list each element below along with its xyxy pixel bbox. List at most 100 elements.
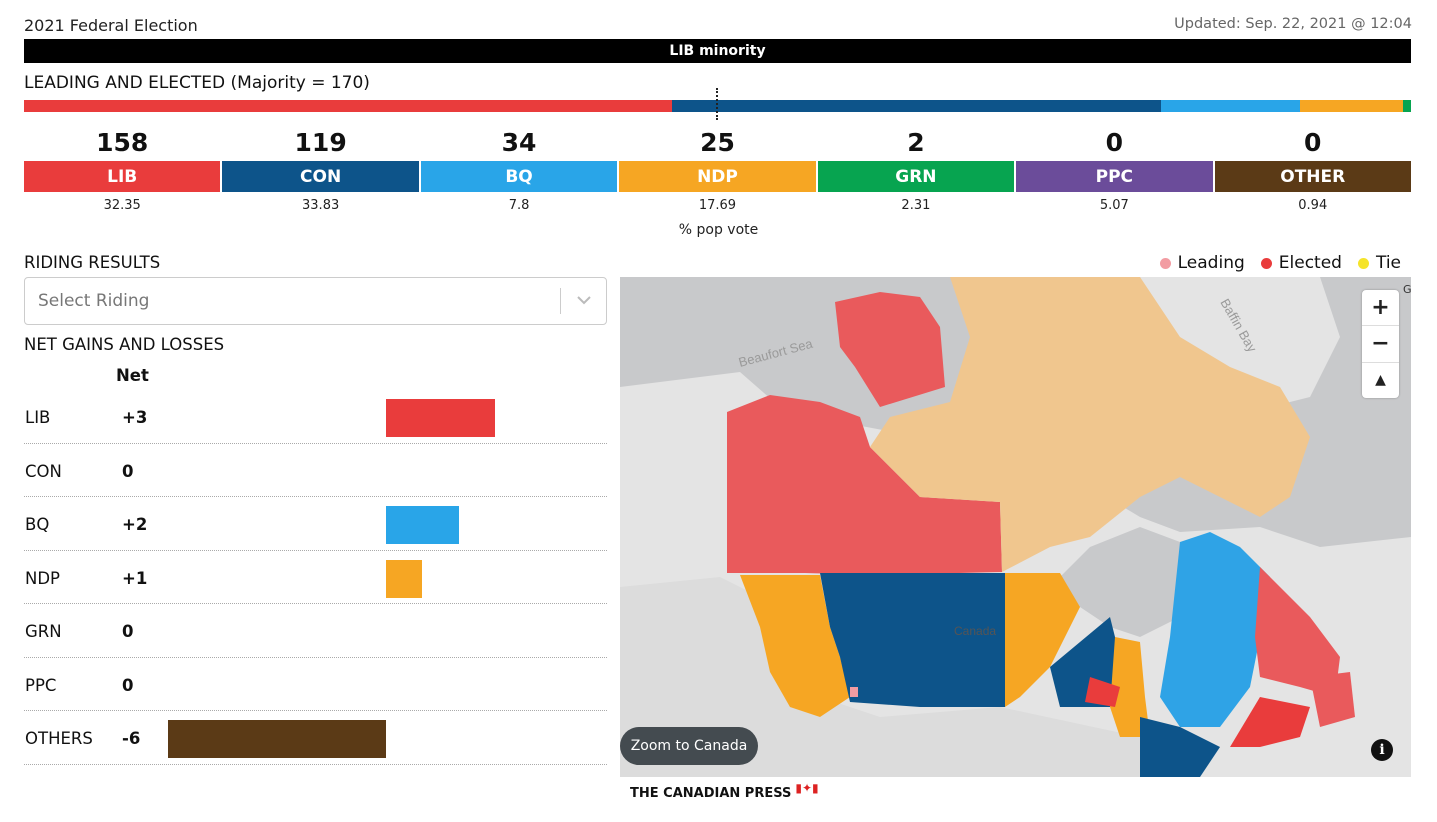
seat-bar: [24, 100, 1411, 112]
net-party-name: BQ: [25, 515, 50, 534]
net-row-lib: LIB +3: [24, 390, 607, 444]
party-label-box: OTHER: [1214, 161, 1411, 192]
region-prairies: [820, 573, 1005, 707]
seat-bar-segment-lib: [24, 100, 673, 112]
party-seat-count: 158: [96, 128, 149, 157]
net-gains-table: LIB +3 CON 0 BQ +2 NDP +1 GRN 0 PPC 0 OTHERS -…: [24, 390, 607, 765]
party-column-grn: 2 GRN 2.31: [817, 128, 1015, 213]
party-column-other: 0 OTHER 0.94: [1214, 128, 1411, 213]
country-label: Canada: [954, 624, 996, 638]
net-row-bq: BQ +2: [24, 497, 607, 551]
map-controls: + − ▲: [1362, 290, 1399, 398]
net-value: +1: [122, 568, 148, 588]
net-party-name: NDP: [25, 568, 60, 588]
party-pop-vote: 33.83: [302, 198, 340, 213]
seat-bar-segment-ndp: [1300, 100, 1403, 112]
legend-label: Elected: [1278, 253, 1342, 273]
map-corner-label: G: [1403, 283, 1412, 296]
legend-item-leading: Leading: [1159, 253, 1245, 273]
leading-elected-label: LEADING AND ELECTED (Majority = 170): [24, 73, 370, 93]
net-value: -6: [122, 729, 141, 748]
majority-marker: [716, 88, 718, 120]
pop-vote-label: % pop vote: [678, 222, 759, 238]
party-label-box: BQ: [420, 161, 618, 192]
party-pop-vote: 0.94: [1298, 198, 1328, 213]
party-seat-count: 2: [907, 128, 925, 157]
party-seat-count: 0: [1304, 128, 1322, 157]
region-maritimes: [1230, 697, 1310, 747]
region-newfoundland: [1310, 672, 1355, 727]
seat-bar-segment-bq: [1160, 100, 1301, 112]
party-pop-vote: 7.8: [508, 198, 530, 213]
press-credit: THE CANADIAN PRESS ▮✦▮: [630, 781, 819, 802]
press-name: THE CANADIAN PRESS: [630, 786, 792, 801]
legend-dot-icon: [1159, 257, 1171, 269]
party-label-box: NDP: [619, 161, 816, 192]
map-canvas[interactable]: Beaufort Sea Baffin Bay Canada: [620, 277, 1411, 777]
party-column-con: 119 CON 33.83: [222, 128, 419, 213]
net-party-name: PPC: [25, 675, 57, 695]
party-column-ppc: 0 PPC 5.07: [1016, 128, 1213, 213]
zoom-to-canada-button[interactable]: Zoom to Canada: [620, 727, 758, 765]
seat-bar-segment-con: [672, 100, 1161, 112]
region-manitoba: [1005, 573, 1080, 707]
net-row-others: OTHERS -6: [24, 711, 607, 765]
sea-label-beaufort: Beaufort Sea: [737, 336, 815, 370]
net-value: 0: [122, 675, 134, 695]
zoom-in-button[interactable]: +: [1362, 290, 1399, 327]
select-riding-dropdown[interactable]: Select Riding: [24, 277, 607, 325]
greenland-land: [1140, 277, 1340, 407]
party-pop-vote: 17.69: [698, 198, 737, 213]
party-pop-vote: 2.31: [901, 198, 931, 213]
net-row-ndp: NDP +1: [24, 551, 607, 604]
net-row-ppc: PPC 0: [24, 658, 607, 711]
net-value: +2: [122, 515, 148, 534]
party-seat-count: 0: [1105, 128, 1124, 157]
net-row-grn: GRN 0: [24, 604, 607, 658]
results-map[interactable]: Beaufort Sea Baffin Bay Canada: [620, 277, 1411, 777]
zoom-out-button[interactable]: −: [1362, 326, 1399, 363]
legend-label: Tie: [1375, 253, 1401, 273]
party-seat-count: 25: [700, 128, 735, 157]
region-ontario-lib: [1085, 677, 1120, 707]
party-pop-vote: 5.07: [1099, 198, 1129, 213]
party-column-bq: 34 BQ 7.8: [420, 128, 618, 213]
region-quebec: [1160, 532, 1270, 727]
party-column-lib: 158 LIB 32.35: [24, 128, 221, 213]
legend-label: Leading: [1177, 253, 1245, 273]
legend-item-elected: Elected: [1260, 253, 1342, 273]
hudson-bay: [1060, 527, 1200, 637]
legend-dot-icon: [1260, 257, 1272, 269]
party-label-box: GRN: [817, 161, 1015, 192]
region-leading: [850, 687, 858, 697]
result-banner: LIB minority: [24, 39, 1411, 63]
riding-results-label: RIDING RESULTS: [24, 253, 161, 272]
info-icon[interactable]: i: [1371, 739, 1393, 761]
net-bar: [386, 399, 496, 437]
party-label-box: PPC: [1016, 161, 1213, 192]
party-column-ndp: 25 NDP 17.69: [619, 128, 816, 213]
legend-item-tie: Tie: [1357, 253, 1401, 273]
region-bc: [740, 575, 850, 717]
net-column-header: Net: [116, 366, 149, 385]
updated-timestamp: Updated: Sep. 22, 2021 @ 12:04: [1174, 16, 1412, 32]
party-seat-count: 34: [501, 128, 537, 157]
net-party-name: GRN: [25, 622, 62, 641]
party-summary: 158 LIB 32.35 119 CON 33.83 34 BQ 7.8 25 ND…: [24, 128, 1411, 213]
net-value: 0: [122, 461, 134, 481]
seat-bar-segment-grn: [1402, 100, 1411, 112]
select-riding-placeholder: Select Riding: [38, 291, 150, 311]
net-value: +3: [122, 408, 148, 427]
page-title: 2021 Federal Election: [24, 16, 198, 35]
region-ontario-ndp: [1110, 637, 1150, 737]
chevron-down-icon[interactable]: [576, 292, 592, 313]
net-row-con: CON 0: [24, 444, 607, 497]
party-pop-vote: 32.35: [103, 198, 141, 213]
net-bar: [167, 720, 386, 758]
region-arctic-islands-lib: [835, 292, 945, 407]
region-nwt: [727, 395, 1002, 575]
region-labrador: [1255, 567, 1340, 697]
region-nunavut: [870, 277, 1310, 572]
compass-button[interactable]: ▲: [1375, 372, 1386, 389]
party-label-box: LIB: [24, 161, 221, 192]
